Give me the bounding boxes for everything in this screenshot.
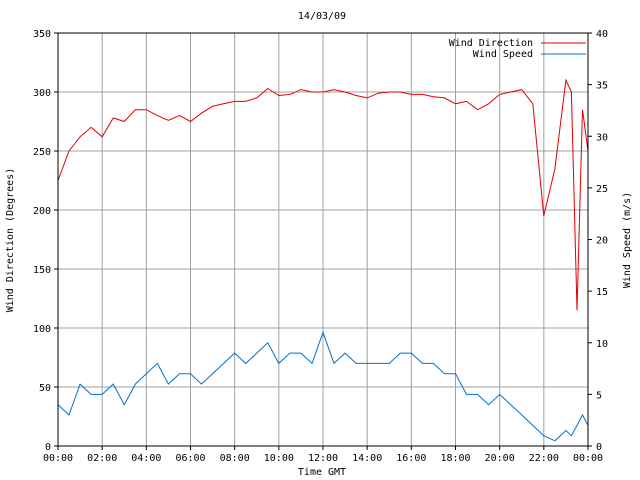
left-axis-ticks: 0 50 100 150 200 250 300 350 <box>33 29 58 453</box>
right-tick-label: 10 <box>596 339 608 350</box>
x-tick-label: 16:00 <box>396 453 426 464</box>
x-axis-label: Time GMT <box>298 467 346 478</box>
right-tick-label: 15 <box>596 287 608 298</box>
x-tick-label: 04:00 <box>131 453 161 464</box>
x-tick-label: 00:00 <box>43 453 73 464</box>
right-tick-label: 30 <box>596 132 608 143</box>
x-tick-label: 22:00 <box>529 453 559 464</box>
left-axis-label: Wind Direction (Degrees) <box>5 168 16 313</box>
legend-label-wind-speed: Wind Speed <box>473 49 533 60</box>
chart-title: 14/03/09 <box>298 11 346 22</box>
x-axis-ticks: 00:00 02:00 04:00 06:00 08:00 10:00 12:00 14:00… <box>43 446 603 464</box>
right-axis-ticks: 0 5 10 15 20 25 30 35 40 <box>588 29 608 453</box>
left-tick-label: 300 <box>33 88 51 99</box>
right-tick-label: 25 <box>596 184 608 195</box>
grid-lines <box>58 32 588 446</box>
left-tick-label: 150 <box>33 265 51 276</box>
series-line-wind-direction <box>57 78 589 311</box>
series-line-wind-speed <box>57 330 589 442</box>
right-tick-label: 0 <box>596 442 602 453</box>
x-tick-label: 00:00 <box>573 453 603 464</box>
x-tick-label: 10:00 <box>264 453 294 464</box>
left-tick-label: 50 <box>39 383 51 394</box>
x-tick-label: 02:00 <box>87 453 117 464</box>
right-tick-label: 35 <box>596 81 608 92</box>
right-tick-label: 20 <box>596 236 608 247</box>
right-tick-label: 5 <box>596 390 602 401</box>
series-layer <box>57 78 589 442</box>
x-tick-label: 06:00 <box>175 453 205 464</box>
x-tick-label: 20:00 <box>485 453 515 464</box>
x-tick-label: 08:00 <box>220 453 250 464</box>
left-tick-label: 100 <box>33 324 51 335</box>
x-tick-label: 12:00 <box>308 453 338 464</box>
x-tick-label: 18:00 <box>440 453 470 464</box>
left-tick-label: 0 <box>45 442 51 453</box>
left-tick-label: 350 <box>33 29 51 40</box>
x-tick-label: 14:00 <box>352 453 382 464</box>
legend: Wind Direction Wind Speed <box>449 38 586 60</box>
legend-label-wind-direction: Wind Direction <box>449 38 533 49</box>
right-tick-label: 40 <box>596 29 608 40</box>
left-tick-label: 250 <box>33 147 51 158</box>
right-axis-label: Wind Speed (m/s) <box>622 192 633 288</box>
left-tick-label: 200 <box>33 206 51 217</box>
